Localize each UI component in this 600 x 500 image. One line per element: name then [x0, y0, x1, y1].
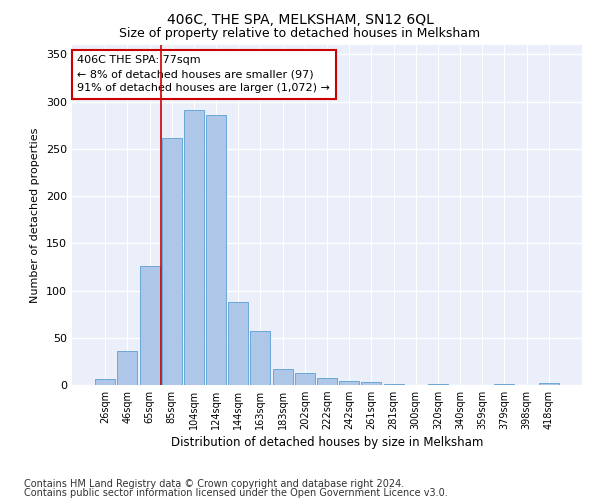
Text: 406C THE SPA: 77sqm
← 8% of detached houses are smaller (97)
91% of detached hou: 406C THE SPA: 77sqm ← 8% of detached hou…: [77, 55, 330, 93]
X-axis label: Distribution of detached houses by size in Melksham: Distribution of detached houses by size …: [171, 436, 483, 450]
Bar: [250, 331, 271, 385]
Bar: [428, 384, 448, 385]
Bar: [162, 138, 182, 385]
Text: Size of property relative to detached houses in Melksham: Size of property relative to detached ho…: [119, 28, 481, 40]
Bar: [184, 110, 204, 385]
Bar: [95, 380, 115, 385]
Bar: [228, 302, 248, 385]
Text: 406C, THE SPA, MELKSHAM, SN12 6QL: 406C, THE SPA, MELKSHAM, SN12 6QL: [167, 12, 433, 26]
Bar: [361, 382, 382, 385]
Text: Contains HM Land Registry data © Crown copyright and database right 2024.: Contains HM Land Registry data © Crown c…: [24, 479, 404, 489]
Bar: [272, 369, 293, 385]
Bar: [339, 381, 359, 385]
Bar: [494, 384, 514, 385]
Bar: [140, 266, 160, 385]
Bar: [383, 384, 404, 385]
Bar: [317, 378, 337, 385]
Y-axis label: Number of detached properties: Number of detached properties: [31, 128, 40, 302]
Bar: [118, 351, 137, 385]
Bar: [206, 115, 226, 385]
Bar: [295, 372, 315, 385]
Bar: [539, 383, 559, 385]
Text: Contains public sector information licensed under the Open Government Licence v3: Contains public sector information licen…: [24, 488, 448, 498]
